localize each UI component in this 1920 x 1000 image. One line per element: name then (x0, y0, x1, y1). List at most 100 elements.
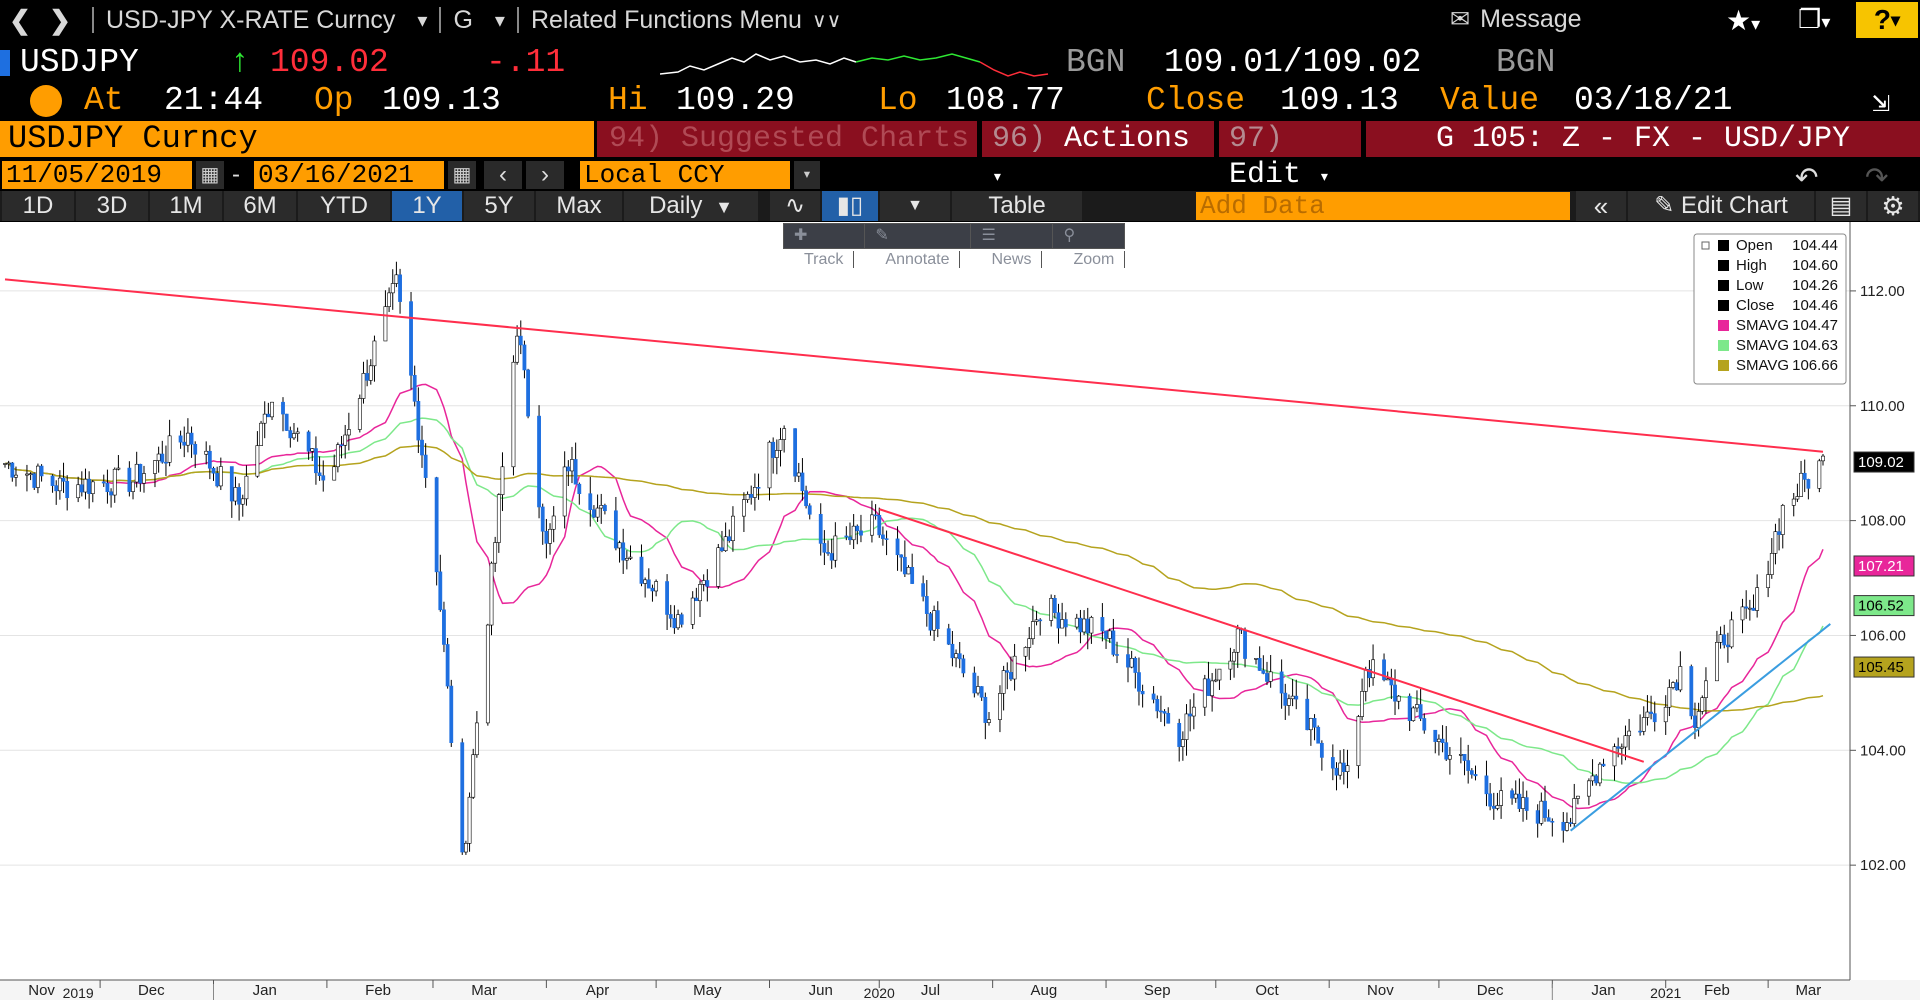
next-period-button[interactable]: › (526, 161, 564, 189)
window-options-icon[interactable]: ❐▾ (1798, 4, 1831, 34)
candle-body (1671, 682, 1675, 688)
ticker-marker (0, 50, 10, 76)
candle-body (1243, 629, 1247, 659)
chart-edit-icon[interactable]: ▤ (1816, 191, 1866, 221)
x-month-label: Aug (1031, 982, 1058, 999)
period-1m[interactable]: 1M (150, 191, 222, 221)
candle-body (924, 596, 929, 614)
line-chart-icon[interactable]: ∿ (770, 191, 820, 221)
zoom-button[interactable]: ⚲ Zoom (1053, 224, 1135, 268)
favorite-star-icon[interactable]: ★▾ (1726, 5, 1761, 36)
candle-body (237, 487, 242, 505)
period-5y[interactable]: 5Y (464, 191, 534, 221)
x-year-label: 2019 (63, 985, 94, 1000)
candle-body (310, 448, 315, 452)
candle-body (1407, 695, 1412, 721)
undo-icon[interactable]: ↶ (1795, 162, 1819, 193)
gear-icon[interactable]: ⚙ (1868, 191, 1918, 221)
back-arrow-icon[interactable]: ❮ (9, 4, 31, 35)
close-label: Close (1146, 82, 1246, 119)
candle-body (932, 610, 937, 631)
axis-value-box (1853, 451, 1915, 473)
candle-body (266, 413, 271, 418)
candle-body (884, 538, 889, 540)
candlestick-icon[interactable]: ▮▯ (822, 191, 878, 221)
period-6m[interactable]: 6M (224, 191, 296, 221)
candle-body (639, 556, 644, 584)
period-3d[interactable]: 3D (76, 191, 148, 221)
security-title[interactable]: USDJPY Curncy (0, 121, 594, 157)
calendar-icon[interactable]: ▦ (448, 161, 476, 189)
candle-body (101, 481, 106, 484)
candle-body (665, 581, 669, 615)
help-button[interactable]: ? ▾ (1856, 2, 1918, 38)
period-ytd[interactable]: YTD (298, 191, 390, 221)
end-date-input[interactable]: 03/16/2021 (254, 161, 444, 189)
candle-body (570, 459, 574, 472)
candle-body (1030, 621, 1035, 640)
period-1d[interactable]: 1D (2, 191, 74, 221)
candle-body (562, 466, 567, 517)
forward-arrow-icon[interactable]: ❯ (49, 4, 71, 35)
legend-label: High (1736, 257, 1767, 274)
currency-select[interactable]: Local CCY ▾ (580, 161, 820, 189)
period-1y[interactable]: 1Y (392, 191, 462, 221)
export-icon[interactable]: ⇲ (1872, 87, 1891, 121)
candle-body (778, 439, 783, 451)
suggested-charts-button[interactable]: 94) Suggested Charts (597, 121, 977, 157)
candle-body (178, 435, 183, 443)
candle-body (1418, 704, 1423, 719)
candle-body (185, 432, 190, 446)
news-button[interactable]: ☰ News (971, 224, 1054, 268)
candle-body (1539, 800, 1544, 824)
candle-body (1287, 698, 1291, 706)
candle-body (928, 613, 933, 631)
legend-swatch (1718, 340, 1729, 351)
candle-body (1521, 797, 1525, 809)
candle-body (39, 465, 44, 477)
suggested-charts-number: 94) (609, 122, 664, 156)
candle-body (182, 441, 187, 446)
collapse-icon[interactable]: « (1576, 191, 1626, 221)
annotate-button[interactable]: ✎ Annotate (865, 224, 972, 268)
prev-period-button[interactable]: ‹ (484, 161, 522, 189)
candle-body (1740, 606, 1745, 621)
security-dropdown[interactable]: USD-JPY X-RATE Curncy (106, 6, 427, 35)
candle-body (668, 614, 673, 619)
candle-body (859, 530, 863, 536)
candle-body (573, 459, 578, 485)
candle-body (1799, 472, 1803, 497)
x-month-label: Jun (809, 982, 833, 999)
chart-type-dropdown-icon[interactable]: ▼ (880, 191, 950, 221)
candle-body (826, 552, 830, 554)
related-functions-menu[interactable]: Related Functions Menu ∨∨ (531, 6, 841, 35)
candle-body (1619, 746, 1624, 749)
candle-body (1107, 630, 1112, 639)
candle-body (1308, 718, 1313, 731)
edit-chart-button[interactable]: ✎ Edit Chart (1628, 191, 1814, 221)
function-label: G (453, 5, 473, 34)
candle-body (1290, 695, 1295, 700)
track-button[interactable]: ✚ Track (784, 224, 866, 268)
add-data-input[interactable]: Add Data (1196, 192, 1570, 220)
function-dropdown[interactable]: G (453, 6, 505, 35)
actions-menu[interactable]: 96) Actions ▾ (982, 121, 1214, 188)
message-button[interactable]: ✉ Message (1450, 5, 1582, 34)
x-month-label: Apr (586, 982, 609, 999)
redo-icon[interactable]: ↷ (1865, 162, 1889, 193)
start-date-input[interactable]: 11/05/2019 (2, 161, 192, 189)
caret-down-icon: ▼ (715, 197, 733, 217)
candle-body (906, 566, 911, 575)
candle-body (526, 369, 530, 417)
frequency-select[interactable]: Daily ▼ (624, 191, 758, 221)
period-max[interactable]: Max (536, 191, 622, 221)
price-chart[interactable]: 102.00 104.00 106.00 108.00 110.00 112.00 109.… (0, 222, 1920, 1000)
x-month-label: Dec (138, 982, 165, 999)
candle-body (701, 580, 706, 585)
low-label: Lo (878, 82, 918, 119)
table-button[interactable]: Table (952, 191, 1082, 221)
edit-menu[interactable]: 97) Edit ▾ (1219, 121, 1361, 192)
calendar-icon[interactable]: ▦ (196, 161, 224, 189)
quote-source: BGN (1066, 44, 1126, 81)
candle-body (1641, 717, 1646, 732)
